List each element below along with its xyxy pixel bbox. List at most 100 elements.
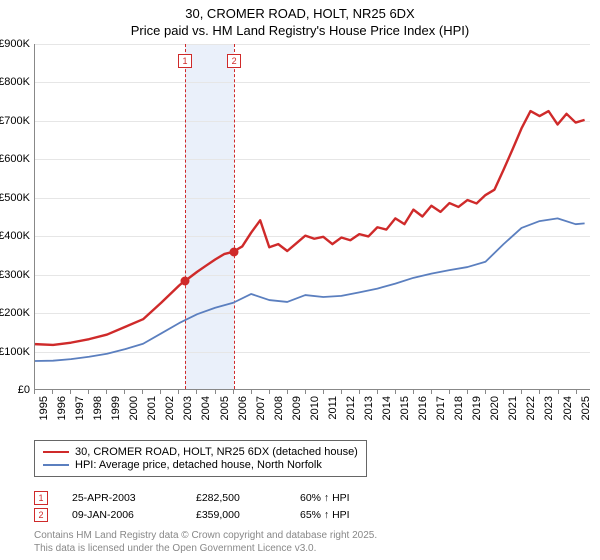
sale-dot [230,247,239,256]
x-tick [395,390,396,394]
x-tick [215,390,216,394]
x-tick-label: 2003 [182,396,194,420]
sale-price: £282,500 [196,492,276,504]
legend-item: HPI: Average price, detached house, Nort… [43,459,358,471]
x-tick-label: 2004 [200,396,212,420]
x-tick [287,390,288,394]
x-tick-label: 2012 [345,396,357,420]
chart-title-main: 30, CROMER ROAD, HOLT, NR25 6DX [0,6,600,21]
footer-line: This data is licensed under the Open Gov… [34,543,377,556]
sales-table: 1 25-APR-2003 £282,500 60% ↑ HPI 2 09-JA… [34,488,590,525]
y-tick-label: £900K [0,38,30,50]
x-tick-label: 2022 [525,396,537,420]
series-line [35,218,585,361]
x-tick [323,390,324,394]
x-tick [449,390,450,394]
sale-price: £359,000 [196,509,276,521]
x-tick [305,390,306,394]
x-tick-label: 2021 [507,396,519,420]
x-tick-label: 2023 [543,396,555,420]
x-tick [160,390,161,394]
x-tick-label: 2015 [399,396,411,420]
x-tick [251,390,252,394]
legend-label: HPI: Average price, detached house, Nort… [75,459,322,471]
sale-hpi-delta: 65% ↑ HPI [300,509,390,521]
sale-hpi-delta: 60% ↑ HPI [300,492,390,504]
x-tick [413,390,414,394]
plot-area: 12 [34,44,590,390]
line-plot [35,44,590,389]
x-tick-label: 2019 [471,396,483,420]
x-tick [88,390,89,394]
y-tick-label: £100K [0,346,30,358]
x-tick [539,390,540,394]
x-tick-label: 1997 [74,396,86,420]
x-tick [521,390,522,394]
x-tick [142,390,143,394]
x-tick-label: 2002 [164,396,176,420]
legend: 30, CROMER ROAD, HOLT, NR25 6DX (detache… [34,440,367,477]
sale-marker: 2 [34,508,48,522]
legend-swatch [43,464,69,466]
y-tick-label: £200K [0,307,30,319]
y-tick-label: £400K [0,230,30,242]
x-axis-labels: 1995199619971998199920002001200220032004… [34,392,590,436]
x-tick [576,390,577,394]
footer-attribution: Contains HM Land Registry data © Crown c… [34,530,377,555]
chart-title-sub: Price paid vs. HM Land Registry's House … [0,23,600,38]
x-tick-label: 2008 [273,396,285,420]
x-tick [503,390,504,394]
x-tick-label: 2014 [381,396,393,420]
x-tick-label: 1996 [56,396,68,420]
x-tick [178,390,179,394]
y-tick-label: £600K [0,153,30,165]
x-tick [70,390,71,394]
x-tick-label: 2005 [219,396,231,420]
x-tick-label: 2016 [417,396,429,420]
chart-container: 30, CROMER ROAD, HOLT, NR25 6DX Price pa… [0,0,600,560]
legend-label: 30, CROMER ROAD, HOLT, NR25 6DX (detache… [75,446,358,458]
x-tick-label: 2011 [327,396,339,420]
sale-row: 2 09-JAN-2006 £359,000 65% ↑ HPI [34,508,590,522]
footer-line: Contains HM Land Registry data © Crown c… [34,530,377,543]
sale-marker: 1 [34,491,48,505]
x-tick-label: 2001 [146,396,158,420]
y-tick-label: £700K [0,115,30,127]
x-tick-label: 2020 [489,396,501,420]
x-tick-label: 2009 [291,396,303,420]
sale-dot [181,277,190,286]
x-tick-label: 2025 [580,396,592,420]
title-block: 30, CROMER ROAD, HOLT, NR25 6DX Price pa… [0,0,600,38]
sale-row: 1 25-APR-2003 £282,500 60% ↑ HPI [34,491,590,505]
x-tick [359,390,360,394]
x-tick [467,390,468,394]
x-tick [377,390,378,394]
x-tick-label: 2017 [435,396,447,420]
x-tick-label: 2006 [237,396,249,420]
sale-date: 09-JAN-2006 [72,509,172,521]
x-tick-label: 1998 [92,396,104,420]
y-tick-label: £300K [0,269,30,281]
x-tick-label: 2000 [128,396,140,420]
y-tick-label: £500K [0,192,30,204]
x-tick-label: 1995 [38,396,50,420]
x-tick [485,390,486,394]
x-tick [431,390,432,394]
x-tick [269,390,270,394]
legend-swatch [43,451,69,453]
x-tick [124,390,125,394]
x-tick-label: 2007 [255,396,267,420]
x-tick [106,390,107,394]
x-tick-label: 2013 [363,396,375,420]
series-line [35,111,585,345]
x-tick-label: 2018 [453,396,465,420]
x-tick [196,390,197,394]
x-tick [558,390,559,394]
x-tick [233,390,234,394]
y-tick-label: £800K [0,76,30,88]
x-tick-label: 2010 [309,396,321,420]
x-tick-label: 2024 [562,396,574,420]
x-tick [52,390,53,394]
y-tick-label: £0 [18,384,30,396]
x-tick [341,390,342,394]
